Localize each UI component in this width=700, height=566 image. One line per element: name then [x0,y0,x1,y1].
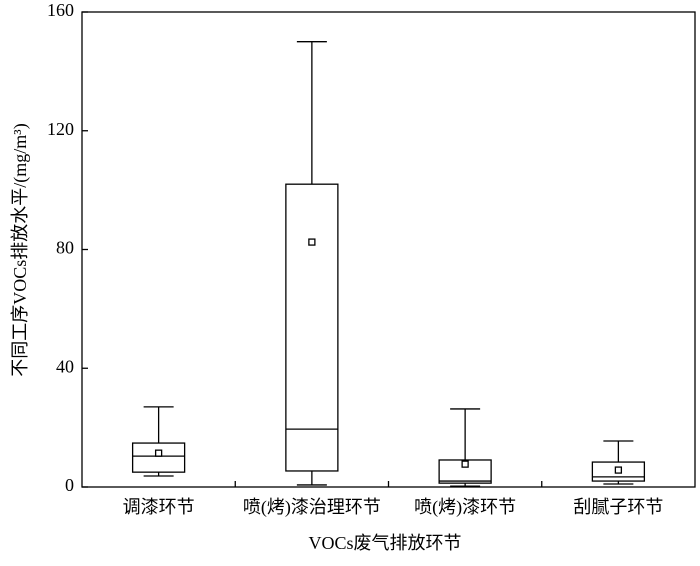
x-tick-label: 调漆环节 [123,497,195,517]
box [285,183,339,472]
mean-marker [461,460,469,468]
box [438,459,492,484]
box [591,461,646,482]
box [131,442,186,473]
y-axis-label: 不同工序VOCs排放水平/(mg/m³) [10,123,31,376]
y-tick-label: 40 [56,356,74,376]
x-tick-label: 喷(烤)漆治理环节 [243,497,381,518]
mean-marker [308,238,316,246]
y-tick-label: 80 [56,238,74,258]
mean-marker [154,449,163,457]
y-tick-label: 120 [47,119,74,139]
x-tick-label: 刮腻子环节 [573,497,663,517]
x-tick-label: 喷(烤)漆环节 [414,497,516,518]
y-tick-label: 160 [47,0,74,20]
y-tick-label: 0 [65,475,74,495]
x-axis-label: VOCs废气排放环节 [308,533,461,553]
mean-marker [614,466,623,474]
plot-frame [81,11,696,488]
